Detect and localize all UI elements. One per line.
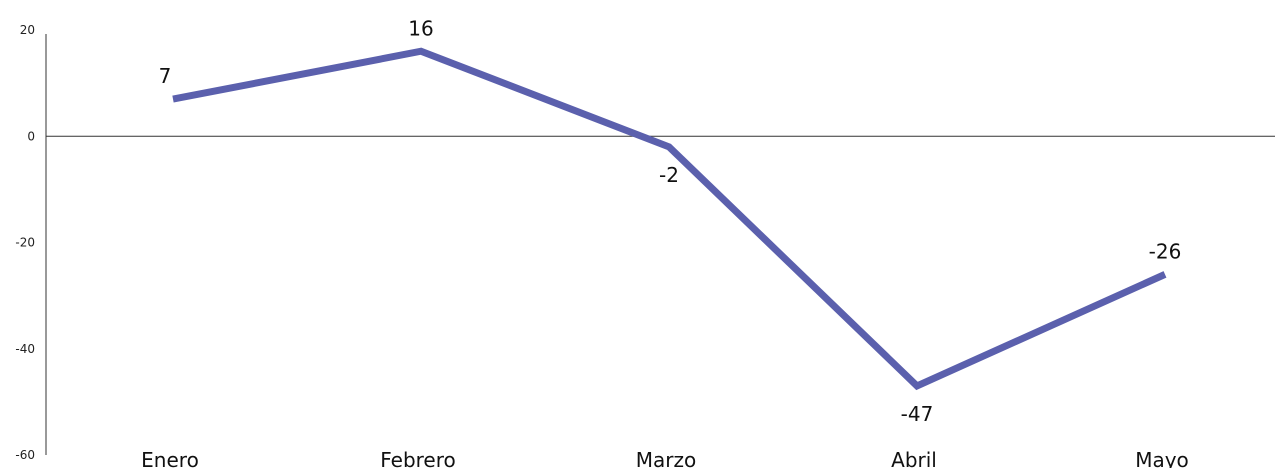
series-line [172, 47, 1167, 391]
data-label: -47 [901, 402, 934, 426]
data-label: 16 [408, 16, 433, 40]
y-tick-label: 20 [20, 23, 35, 37]
x-category-label: Febrero [380, 448, 456, 468]
x-category-label: Enero [141, 448, 199, 468]
data-label: 7 [159, 64, 172, 88]
x-category-label: Mayo [1135, 448, 1189, 468]
data-labels: 7 16 -2 -47 -26 [159, 16, 1182, 426]
x-axis-categories: Enero Febrero Marzo Abril Mayo [141, 448, 1189, 468]
data-label: -2 [659, 163, 679, 187]
data-label: -26 [1149, 239, 1182, 263]
x-category-label: Abril [891, 448, 937, 468]
x-category-label: Marzo [636, 448, 696, 468]
y-axis-ticks: 20 0 -20 -40 -60 [15, 23, 35, 462]
y-tick-label: -40 [15, 342, 35, 356]
y-tick-label: 0 [27, 129, 35, 143]
y-tick-label: -60 [15, 448, 35, 462]
y-tick-label: -20 [15, 236, 35, 250]
